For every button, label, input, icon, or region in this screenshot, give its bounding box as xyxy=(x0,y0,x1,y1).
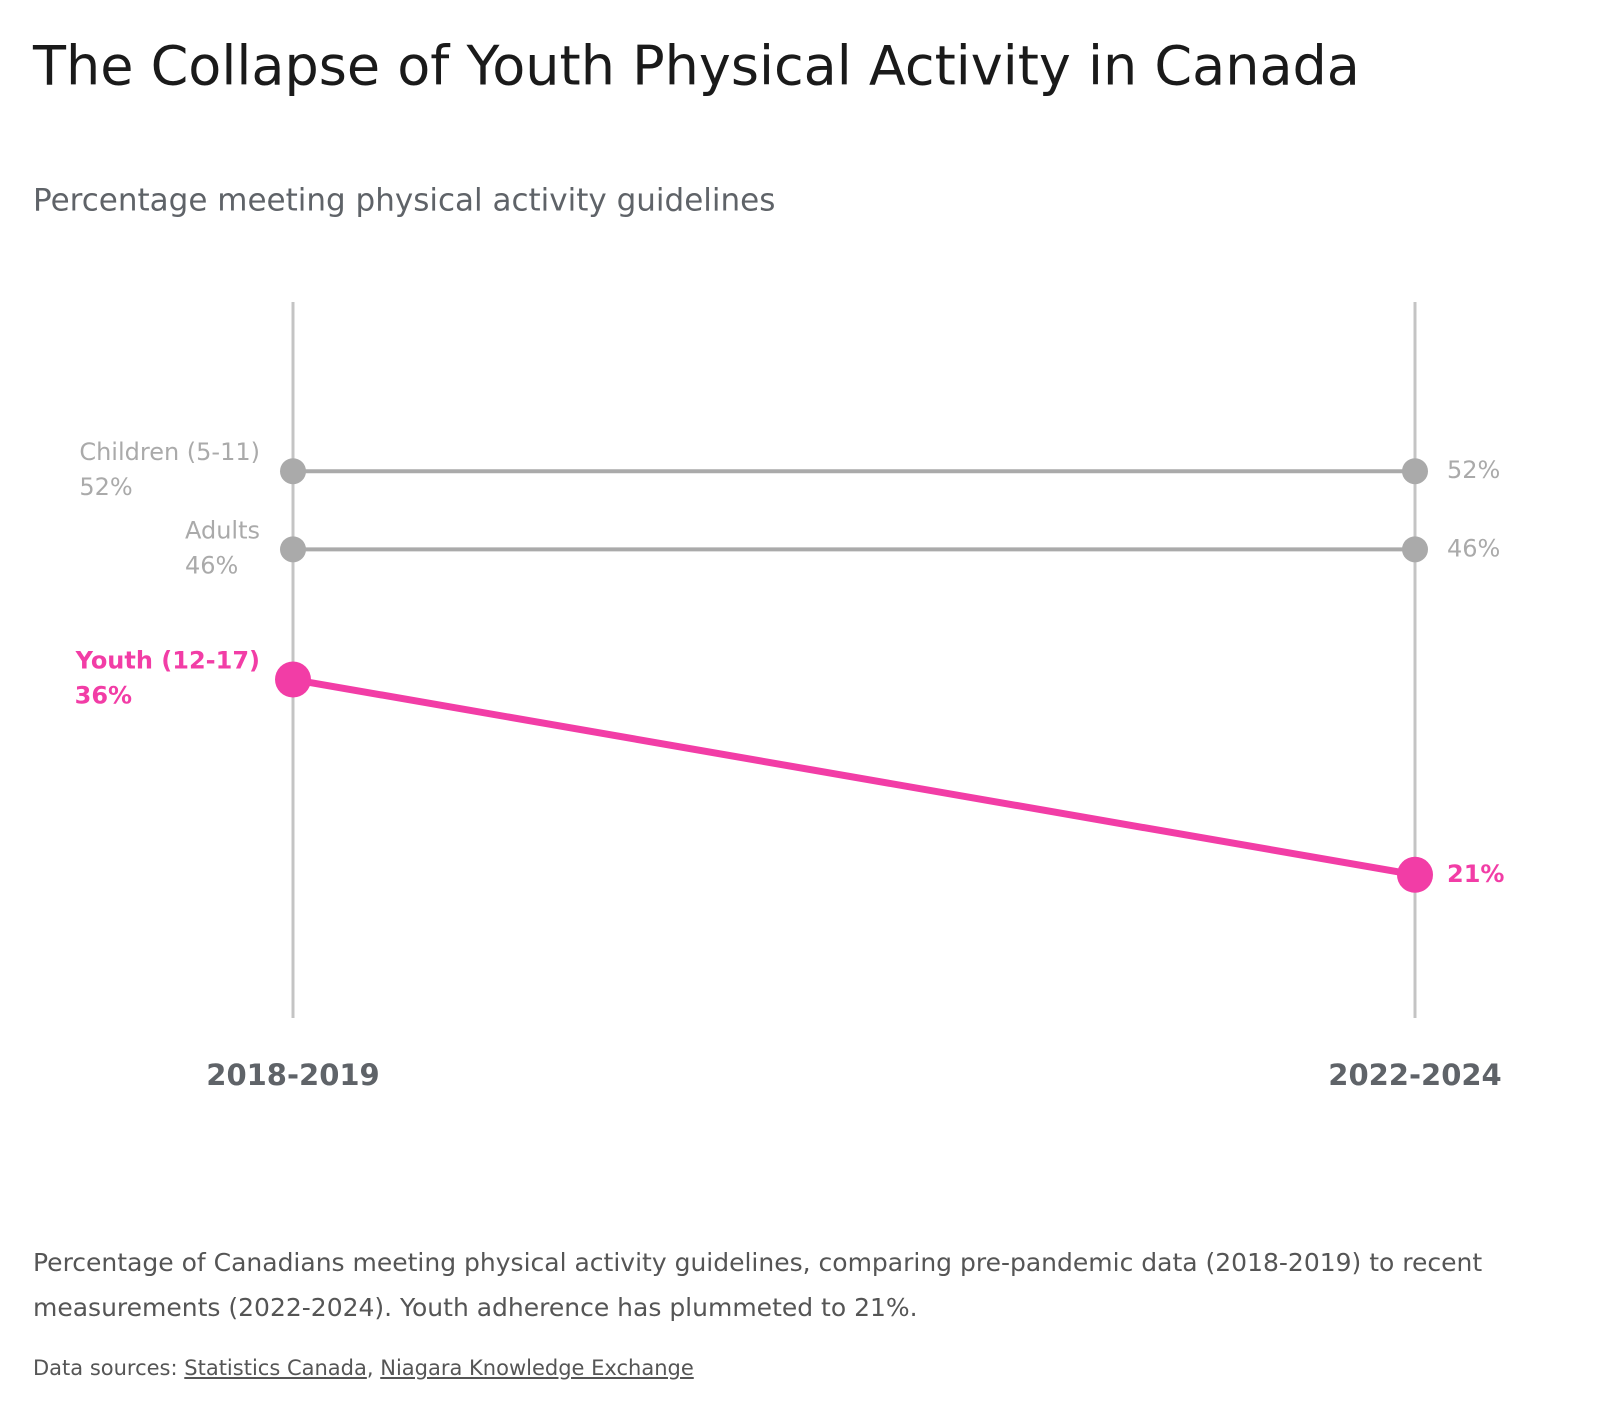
source-link[interactable]: Statistics Canada xyxy=(184,1356,367,1380)
point xyxy=(1402,458,1428,485)
value-label: 52% xyxy=(79,473,132,501)
point xyxy=(280,536,306,563)
x-tick-label: 2022-2024 xyxy=(1328,1058,1501,1092)
point xyxy=(280,458,306,485)
point xyxy=(1402,536,1428,563)
legend-label: Youth (12-17) xyxy=(75,647,260,675)
value-label: 46% xyxy=(185,551,238,579)
sources-label: Data sources: xyxy=(33,1356,178,1380)
point xyxy=(275,661,311,698)
legend-label: Children (5-11) xyxy=(79,438,260,466)
chart: The Collapse of Youth Physical Activity … xyxy=(32,35,1504,1092)
value-label: 46% xyxy=(1447,534,1500,562)
value-label: 36% xyxy=(75,682,132,710)
chart-title: The Collapse of Youth Physical Activity … xyxy=(32,35,1360,98)
point xyxy=(1397,856,1433,893)
separator: , xyxy=(366,1356,374,1380)
value-label: 52% xyxy=(1447,456,1500,484)
x-tick-label: 2018-2019 xyxy=(206,1058,379,1092)
caption: Percentage of Canadians meeting physical… xyxy=(33,1248,1483,1322)
source-link[interactable]: Niagara Knowledge Exchange xyxy=(380,1356,694,1380)
sources: Data sources: Statistics Canada, Niagara… xyxy=(33,1356,694,1380)
chart-subtitle: Percentage meeting physical activity gui… xyxy=(33,183,775,219)
series-line xyxy=(292,676,1416,879)
value-label: 21% xyxy=(1447,860,1504,888)
legend-label: Adults xyxy=(185,516,260,544)
